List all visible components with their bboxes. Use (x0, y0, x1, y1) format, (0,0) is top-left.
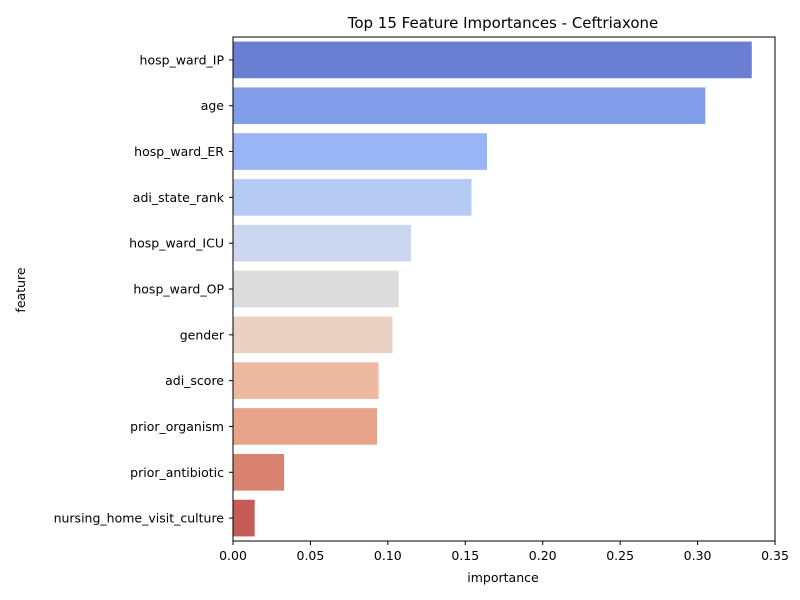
y-tick-label: adi_score (165, 373, 224, 388)
y-tick-label: prior_antibiotic (130, 465, 224, 480)
bar-hosp_ward_ICU (233, 224, 412, 262)
y-tick-label: age (201, 98, 225, 113)
y-tick-label: gender (180, 327, 225, 342)
y-tick-label: hosp_ward_ICU (129, 236, 224, 251)
x-tick-label: 0.15 (451, 548, 479, 563)
x-tick-label: 0.30 (684, 548, 712, 563)
bar-adi_score (233, 362, 379, 399)
bar-nursing_home_visit_culture (233, 499, 255, 537)
bar-prior_antibiotic (233, 453, 285, 491)
y-axis-label: feature (13, 267, 28, 312)
y-tick-label: adi_state_rank (133, 190, 225, 205)
plot-frame (232, 36, 776, 542)
bar-adi_state_rank (233, 179, 472, 216)
y-tick-label: hosp_ward_IP (140, 52, 225, 67)
chart-title: Top 15 Feature Importances - Ceftriaxone (347, 14, 659, 32)
x-tick-label: 0.05 (297, 548, 325, 563)
bar-prior_organism (233, 408, 378, 445)
bar-hosp_ward_OP (233, 270, 399, 308)
x-tick-label: 0.00 (219, 548, 247, 563)
x-axis-ticks: 0.00 0.05 0.10 0.15 0.20 0.25 0.30 0.35 (219, 541, 789, 563)
x-axis-label: importance (467, 570, 539, 585)
x-tick-label: 0.20 (529, 548, 557, 563)
x-tick-label: 0.25 (606, 548, 634, 563)
bar-hosp_ward_IP (233, 41, 752, 79)
bar-gender (233, 316, 393, 354)
x-tick-label: 0.35 (761, 548, 789, 563)
bar-age (233, 87, 706, 125)
y-tick-label: hosp_ward_OP (133, 282, 224, 297)
y-tick-label: hosp_ward_ER (134, 144, 224, 159)
bars-group (233, 41, 752, 537)
x-tick-label: 0.10 (374, 548, 402, 563)
y-tick-label: prior_organism (130, 419, 224, 434)
bar-hosp_ward_ER (233, 133, 487, 170)
y-tick-label: nursing_home_visit_culture (54, 511, 225, 526)
